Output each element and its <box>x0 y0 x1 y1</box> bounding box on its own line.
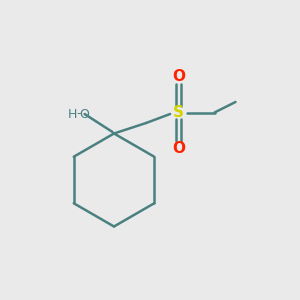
Text: S: S <box>173 105 184 120</box>
Text: H: H <box>67 107 77 121</box>
Text: O: O <box>172 69 185 84</box>
Text: -: - <box>76 107 81 121</box>
Text: O: O <box>172 141 185 156</box>
Text: O: O <box>80 107 89 121</box>
